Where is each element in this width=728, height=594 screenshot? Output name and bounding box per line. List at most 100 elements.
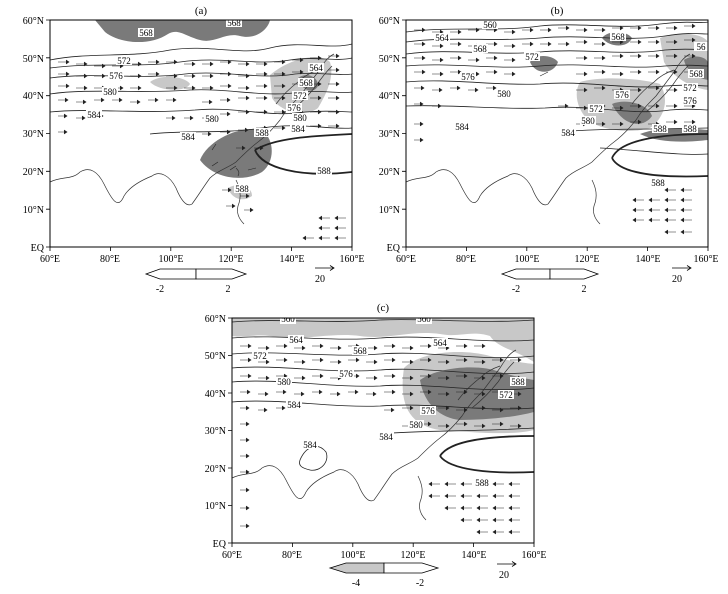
contour-label: 576 [287,103,301,113]
panel-b-lon-ticks: 60°E 80°E 100°E 120°E 140°E 160°E [396,254,719,265]
contour-label: 584 [181,132,195,142]
panel-b-colorbar: -2 2 [500,268,600,295]
panel-b-contour-labels: 560 564 568 572 576 580 584 588 568 572 … [434,20,708,188]
lon-tick-label: 140°E [461,550,486,561]
colorbar-label-right: 2 [226,284,231,295]
colorbar-label-left: -4 [352,578,360,589]
lat-tick-label: 30°N [23,129,44,140]
reference-vector-label: 20 [315,274,325,285]
panel-a-shade-dark-north [95,20,270,43]
vector-row [414,37,696,49]
vector-row [240,373,522,381]
lat-tick-label: 10°N [379,205,400,216]
contour-label: 572 [525,52,539,62]
panel-c-colorbar: -4 -2 [328,562,440,589]
contour-label: 584 [287,400,301,410]
lon-tick-label: 120°E [400,550,425,561]
contour-label: 580 [581,116,595,126]
panel-c-wind-vectors [240,343,522,535]
contour-label: 576 [109,71,123,81]
contour-label: 576 [421,406,435,416]
contour-label: 588 [653,124,667,134]
lat-tick-label: 20°N [205,464,226,475]
lon-tick-label: 60°E [222,550,242,561]
contour-label: 568 [299,78,313,88]
lat-tick-label: 60°N [23,16,44,27]
panel-b-contours [406,21,708,178]
lon-tick-label: 120°E [218,254,243,265]
lon-tick-label: 80°E [456,254,476,265]
contour-label: 572 [589,104,603,114]
contour-label: 568 [353,346,367,356]
lon-tick-label: 140°E [279,254,304,265]
contour-label: 588 [317,166,331,176]
colorbar-label-left: -2 [156,284,164,295]
contour-label: 580 [103,87,117,97]
panel-c-tick-marks [228,317,535,547]
vector-row [240,389,522,397]
lon-tick-label: 60°E [396,254,416,265]
contour-label: 572 [499,390,513,400]
contour-label: 560 [281,314,295,324]
lat-tick-label: 50°N [379,54,400,65]
panel-a-tick-marks [46,19,353,251]
contour-label: 564 [433,338,447,348]
lon-tick-label: 80°E [100,254,120,265]
vector-row [240,437,250,529]
lon-tick-label: 160°E [521,550,546,561]
panel-a-lat-ticks: 60°N 50°N 40°N 30°N 20°N 10°N EQ [23,16,45,254]
lon-tick-label: 100°E [158,254,183,265]
lat-tick-label: 20°N [23,167,44,178]
lat-tick-label: EQ [213,539,227,550]
vector-row [211,143,264,171]
contour-label: 584 [303,440,317,450]
vector-row [240,405,522,413]
contour-label: 576 [683,96,697,106]
vector-row [428,481,520,535]
panel-a: (a) [23,5,365,295]
lat-tick-label: 30°N [379,129,400,140]
contour-label: 560 [483,20,497,30]
contour-label: 576 [461,72,475,82]
contour-label: 564 [435,33,449,43]
contour-label: 564 [309,63,323,73]
panel-a-frame [49,19,353,248]
lon-tick-label: 60°E [40,254,60,265]
lon-tick-label: 80°E [282,550,302,561]
contour-label: 588 [255,128,269,138]
contour-label: 588 [511,377,525,387]
contour-label: 568 [227,18,241,28]
contour-label: 56 [697,42,707,52]
contour-label: 572 [253,351,267,361]
colorbar-label-right: 2 [582,284,587,295]
panel-b-tick-marks [402,19,709,251]
contour-label: 568 [611,32,625,42]
panel-a-shade-dark-south [200,129,272,178]
contour-label: 580 [277,377,291,387]
vector-row [414,23,696,35]
panel-c: (c) [205,302,547,589]
contour-label: 568 [473,44,487,54]
contour-label: 584 [87,110,101,120]
panel-a-label: (a) [195,5,208,17]
panel-b-label: (b) [551,5,564,17]
lon-tick-label: 160°E [339,254,364,265]
lat-tick-label: 40°N [205,389,226,400]
panel-b: (b) [379,5,719,295]
contour-label: 584 [561,128,575,138]
contour-label: 588 [235,184,249,194]
lat-tick-label: 40°N [379,91,400,102]
panel-c-lat-ticks: 60°N 50°N 40°N 30°N 20°N 10°N EQ [205,314,227,550]
contour-label: 568 [139,28,153,38]
lat-tick-label: EQ [31,243,45,254]
contour-label: 580 [409,420,423,430]
panel-b-lat-ticks: 60°N 50°N 40°N 30°N 20°N 10°N EQ [379,16,401,254]
lat-tick-label: 50°N [23,54,44,65]
contour-label: 588 [651,178,665,188]
vector-row [414,69,696,77]
lon-tick-label: 160°E [693,254,718,265]
panel-c-map: 560 564 568 572 576 580 584 584 560 564 … [232,314,534,535]
contour-label: 580 [205,114,219,124]
lon-tick-label: 100°E [340,550,365,561]
